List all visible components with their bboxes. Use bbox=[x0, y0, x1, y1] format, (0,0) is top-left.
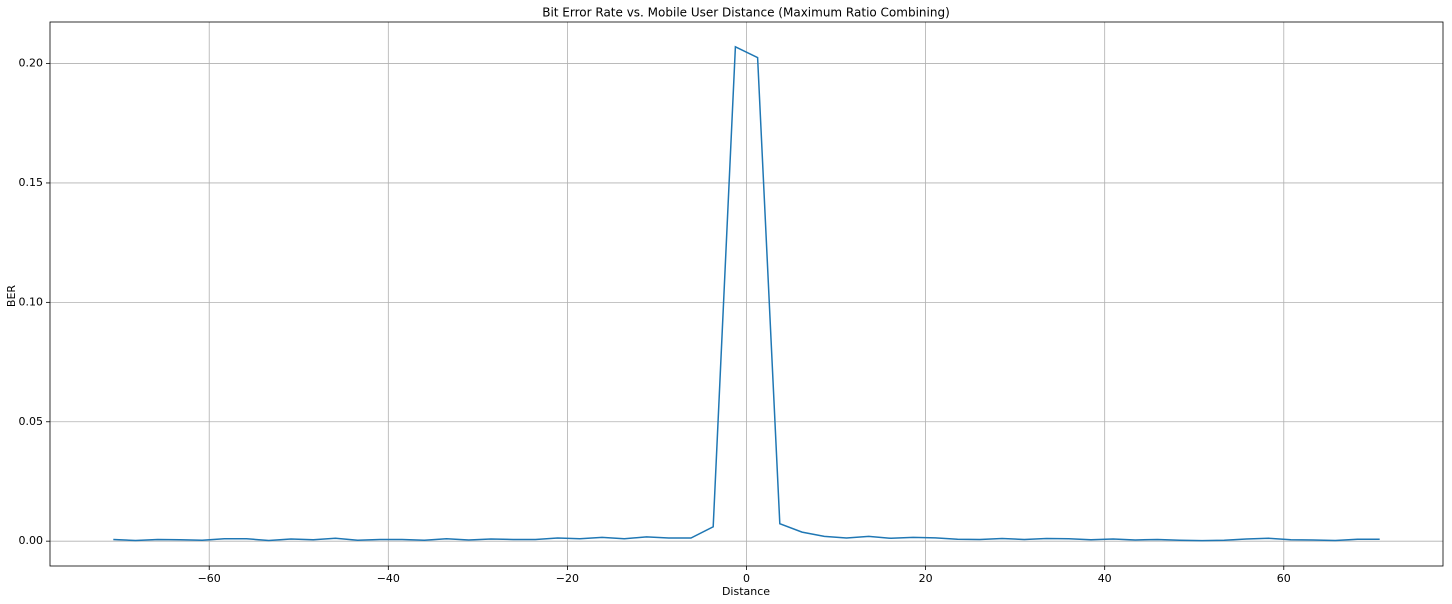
x-tick-label: 20 bbox=[919, 572, 933, 585]
line-series bbox=[113, 45, 1380, 542]
y-tick-label: 0.00 bbox=[19, 534, 44, 547]
x-tick-label: 40 bbox=[1098, 572, 1112, 585]
x-axis-label: Distance bbox=[722, 585, 770, 598]
y-tick-label: 0.05 bbox=[19, 415, 44, 428]
x-tick-label: −20 bbox=[556, 572, 579, 585]
y-axis-label: BER bbox=[5, 285, 18, 307]
y-tick-label: 0.10 bbox=[19, 295, 44, 308]
chart-title: Bit Error Rate vs. Mobile User Distance … bbox=[542, 6, 950, 20]
x-tick-label: 60 bbox=[1277, 572, 1291, 585]
plot-frame bbox=[49, 21, 1444, 567]
x-tick-label: −40 bbox=[377, 572, 400, 585]
x-tick-label: 0 bbox=[743, 572, 750, 585]
y-tick-label: 0.20 bbox=[19, 57, 44, 70]
y-tick-label: 0.15 bbox=[19, 176, 44, 189]
x-tick-label: −60 bbox=[198, 572, 221, 585]
